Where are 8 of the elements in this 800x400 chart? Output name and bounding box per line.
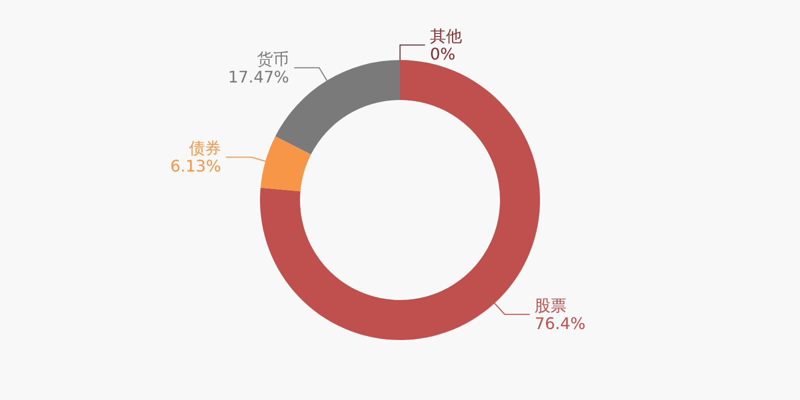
category-label: 其他 bbox=[430, 26, 462, 46]
data-label: 17.47% bbox=[228, 67, 290, 86]
text: 0% bbox=[430, 44, 456, 64]
data-label: 76.4% bbox=[534, 314, 586, 333]
slice-label: 债券 bbox=[189, 138, 222, 158]
data-label: 6.13% bbox=[170, 156, 222, 176]
slice-label: 股票 bbox=[534, 296, 567, 315]
slice-label: 货币 bbox=[257, 49, 290, 68]
